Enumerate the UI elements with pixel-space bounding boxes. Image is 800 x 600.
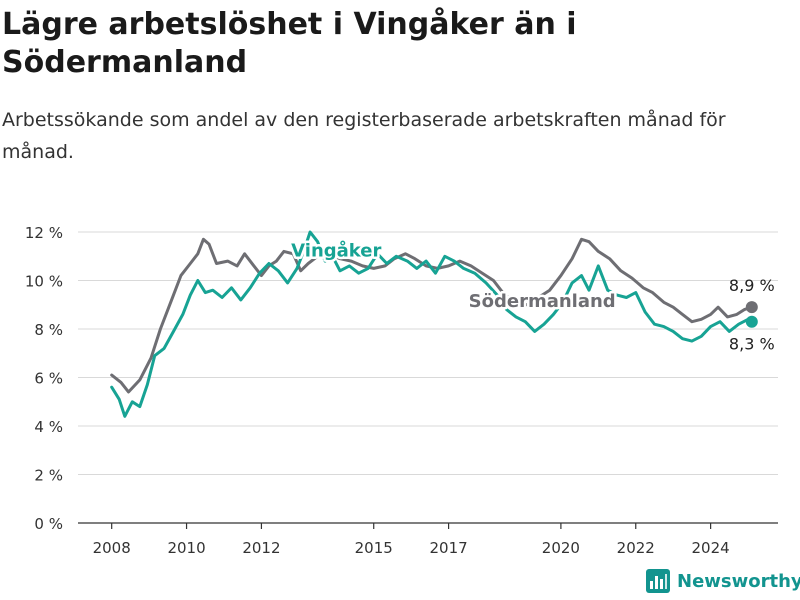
x-axis: 2008 2010 2012 2015 2017 2020 2022 2024 <box>78 522 778 557</box>
x-tick-label: 2024 <box>692 539 730 557</box>
x-tick-label: 2010 <box>167 539 205 557</box>
x-tick-label: 2020 <box>542 539 580 557</box>
y-tick-label: 10 % <box>25 273 63 291</box>
gridlines <box>78 231 778 475</box>
y-tick-label: 0 % <box>34 515 63 533</box>
series-end-label: 8,3 % <box>729 335 775 354</box>
series-lines <box>110 230 758 418</box>
y-tick-label: 12 % <box>25 224 63 242</box>
y-tick-label: 6 % <box>34 370 63 388</box>
x-tick-label: 2008 <box>93 539 131 557</box>
y-tick-label: 4 % <box>34 418 63 436</box>
series-name-label: Södermanland <box>469 291 616 312</box>
x-tick-label: 2015 <box>355 539 393 557</box>
series-labels: Vingåker Södermanland 8,9 % 8,3 % <box>289 237 775 354</box>
series-line <box>110 237 754 394</box>
series-line <box>110 230 754 418</box>
series-end-label: 8,9 % <box>729 276 775 295</box>
series-end-marker <box>745 301 758 314</box>
y-tick-label: 2 % <box>34 467 63 485</box>
x-tick-label: 2012 <box>242 539 280 557</box>
series-name-label: Vingåker <box>291 239 381 261</box>
bar-chart-icon <box>646 569 670 593</box>
brand-logo: Newsworthy <box>645 568 800 594</box>
y-tick-label: 8 % <box>34 321 63 339</box>
x-tick-label: 2017 <box>429 539 467 557</box>
x-tick-label: 2022 <box>617 539 655 557</box>
chart-title: Lägre arbetslöshet i Vingåker än i Söder… <box>2 7 577 80</box>
brand-name: Newsworthy <box>677 570 800 592</box>
chart-subtitle: Arbetssökande som andel av den registerb… <box>2 109 726 163</box>
series-end-marker <box>745 315 758 328</box>
y-axis-tick-labels: 0 % 2 % 4 % 6 % 8 % 10 % 12 % <box>25 224 63 533</box>
